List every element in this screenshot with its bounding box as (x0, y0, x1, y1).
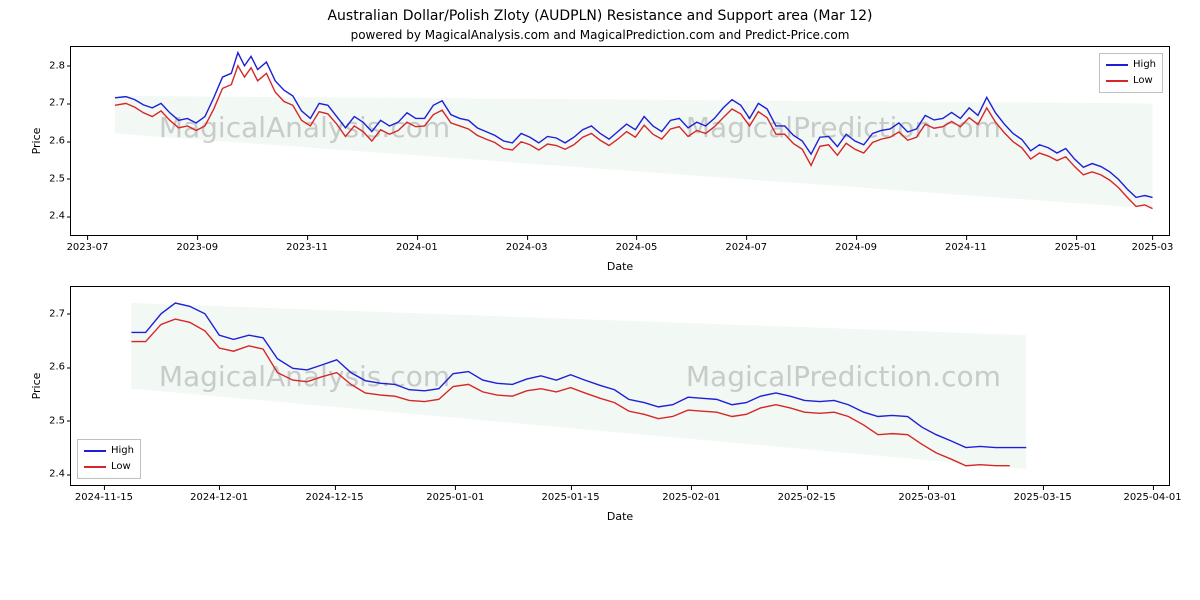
y-tick-label: 2.4 (35, 469, 65, 480)
legend-label-high: High (1133, 57, 1156, 73)
legend-label-low: Low (111, 459, 131, 475)
y-tick-label: 2.5 (35, 415, 65, 426)
legend-row-low: Low (1106, 73, 1156, 89)
x-tick-label: 2025-02-01 (662, 492, 720, 503)
x-tick-label: 2023-11 (286, 242, 328, 253)
figure: Australian Dollar/Polish Zloty (AUDPLN) … (0, 0, 1200, 600)
legend-swatch-high (1106, 64, 1128, 66)
x-tick-label: 2024-09 (835, 242, 877, 253)
legend-label-low: Low (1133, 73, 1153, 89)
x-tick-label: 2025-03-15 (1014, 492, 1072, 503)
x-tick-label: 2024-03 (506, 242, 548, 253)
x-tick-label: 2025-01-01 (426, 492, 484, 503)
x-tick-label: 2024-12-15 (305, 492, 363, 503)
x-tick-label: 2025-01-15 (542, 492, 600, 503)
legend-row-high: High (1106, 57, 1156, 73)
y-tick-label: 2.6 (35, 136, 65, 147)
y-tick-label: 2.7 (35, 308, 65, 319)
y-tick-label: 2.7 (35, 98, 65, 109)
y-tick-label: 2.6 (35, 362, 65, 373)
legend-swatch-low (84, 466, 106, 468)
x-tick-label: 2024-01 (396, 242, 438, 253)
x-tick-label: 2025-02-15 (778, 492, 836, 503)
y-tick-label: 2.4 (35, 211, 65, 222)
bottom-chart-svg: MagicalAnalysis.comMagicalPrediction.com (71, 287, 1169, 485)
legend-label-high: High (111, 443, 134, 459)
x-tick-label: 2025-03-01 (898, 492, 956, 503)
x-tick-label: 2024-11 (945, 242, 987, 253)
x-tick-label: 2024-11-15 (75, 492, 133, 503)
watermark-text: MagicalPrediction.com (686, 360, 1001, 393)
bottom-y-axis-label: Price (30, 373, 43, 400)
x-tick-label: 2024-05 (616, 242, 658, 253)
bottom-x-axis-label: Date (607, 510, 633, 523)
bottom-legend: High Low (77, 439, 141, 479)
legend-swatch-high (84, 450, 106, 452)
bottom-chart-panel: Price Date MagicalAnalysis.comMagicalPre… (70, 286, 1170, 486)
chart-title: Australian Dollar/Polish Zloty (AUDPLN) … (0, 0, 1200, 24)
x-tick-label: 2025-03 (1132, 242, 1174, 253)
x-tick-label: 2023-07 (67, 242, 109, 253)
legend-row-low: Low (84, 459, 134, 475)
legend-row-high: High (84, 443, 134, 459)
top-chart-panel: Price Date MagicalAnalysis.comMagicalPre… (70, 46, 1170, 236)
x-tick-label: 2025-01 (1055, 242, 1097, 253)
top-chart-svg: MagicalAnalysis.comMagicalPrediction.com (71, 47, 1169, 235)
x-tick-label: 2025-04-01 (1123, 492, 1181, 503)
x-tick-label: 2023-09 (176, 242, 218, 253)
chart-subtitle: powered by MagicalAnalysis.com and Magic… (0, 24, 1200, 46)
legend-swatch-low (1106, 80, 1128, 82)
top-legend: High Low (1099, 53, 1163, 93)
x-tick-label: 2024-07 (725, 242, 767, 253)
y-tick-label: 2.5 (35, 173, 65, 184)
y-tick-label: 2.8 (35, 60, 65, 71)
top-x-axis-label: Date (607, 260, 633, 273)
x-tick-label: 2024-12-01 (190, 492, 248, 503)
